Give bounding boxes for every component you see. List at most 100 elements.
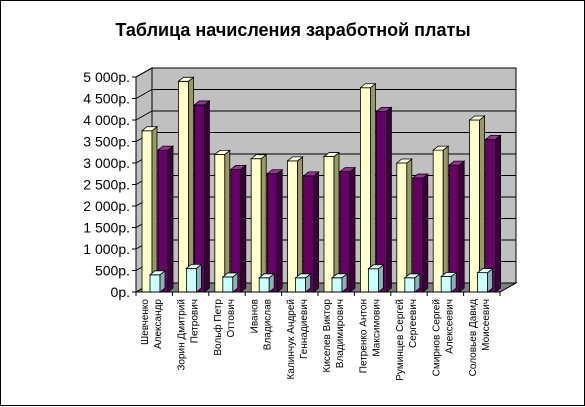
y-tick-label: 5 000p. (83, 69, 130, 85)
bar-side-face (422, 173, 429, 293)
bar-top-face (229, 165, 247, 170)
x-tick-label: Шевченко (140, 299, 151, 345)
bar-top-face (185, 263, 203, 269)
x-tick-label: Вольф Петр (212, 299, 224, 356)
bar (266, 168, 284, 293)
x-axis: Шевченко Александр Зорин Дмитрий Петрович Во… (135, 291, 501, 381)
bar-side-face (333, 151, 340, 293)
bar-top-face (403, 273, 421, 279)
y-tick-label: 3 500p. (83, 134, 130, 150)
bar-front-face (331, 277, 343, 293)
bar (148, 269, 167, 293)
x-tick-label: Александр (153, 299, 164, 349)
x-tick-label: Сергеевич (408, 299, 419, 348)
bar-front-face (258, 277, 270, 293)
x-tick-label: Оттович (226, 299, 237, 338)
bar-side-face (151, 125, 158, 293)
bar-front-face (193, 104, 205, 293)
bar-top-face (177, 76, 195, 82)
bar (193, 100, 211, 293)
x-tick-label: Петрович (190, 299, 201, 343)
bar-side-face (442, 145, 449, 293)
bar-top-face (484, 134, 502, 140)
bar-side-face (224, 149, 231, 293)
bar (330, 272, 349, 293)
bar-top-face (322, 152, 341, 157)
y-tick-label: 1 000p. (83, 241, 130, 257)
y-axis: 0p. 500p. 1 000p. 1 500p. 2 000p. 2 500p. 3 00… (83, 69, 137, 300)
gridline (135, 67, 516, 78)
bar-front-face (149, 274, 161, 293)
bar (185, 263, 203, 293)
bar (156, 145, 175, 293)
y-tick-label: 3 000p. (83, 155, 130, 171)
x-tick-label: Зорин Дмитрий (177, 299, 188, 371)
bar-top-face (221, 272, 239, 278)
bar (359, 82, 377, 293)
bar-front-face (477, 272, 489, 293)
bar (375, 106, 393, 293)
bar (432, 145, 450, 293)
bar (468, 115, 486, 293)
x-tick-label: Петренко Антон (359, 299, 370, 373)
bar-side-face (349, 166, 356, 293)
bar (411, 173, 429, 293)
x-tick-label: Соловьев Давид (468, 299, 479, 376)
bar-front-face (359, 87, 371, 293)
bar (367, 263, 385, 293)
bar-side-face (313, 171, 320, 293)
bar (229, 164, 247, 293)
bar-top-face (476, 268, 494, 274)
bar (395, 158, 413, 293)
bar (177, 76, 195, 293)
y-tick-label: 4 000p. (83, 112, 130, 128)
bar-front-face (469, 119, 481, 293)
bar (302, 171, 320, 293)
bar-top-face (367, 264, 385, 270)
bar-side-face (495, 134, 502, 293)
bar-front-face (214, 153, 226, 293)
bar-side-face (369, 82, 376, 293)
gridline (135, 110, 516, 121)
bar-top-face (448, 160, 466, 166)
bar-side-face (187, 76, 194, 293)
bar (476, 267, 494, 293)
bar (221, 272, 239, 293)
y-tick-label: 500p. (95, 263, 130, 279)
bar-front-face (367, 268, 379, 293)
bar-top-face (266, 169, 284, 175)
bar-side-face (458, 160, 465, 293)
bar-top-face (148, 270, 167, 276)
bar-top-face (411, 173, 429, 179)
bar-side-face (195, 263, 202, 293)
x-tick-label: Смирнов Сергей (431, 299, 442, 376)
bar-side-face (203, 100, 210, 293)
bar-side-face (260, 153, 267, 293)
bar (338, 166, 357, 293)
bar-side-face (240, 164, 247, 293)
x-tick-label: Геннадиевич (299, 299, 310, 359)
bar (322, 151, 341, 293)
bar-front-face (396, 162, 408, 293)
x-tick-label: Владислав (262, 299, 273, 350)
bar-top-face (250, 154, 268, 160)
bar-top-face (140, 126, 159, 132)
bar (258, 272, 276, 293)
bar-top-face (302, 171, 320, 177)
bar-side-face (406, 158, 413, 293)
bar-front-face (432, 149, 444, 293)
bar-front-face (222, 276, 234, 293)
bar-side-face (297, 156, 304, 293)
bar-top-face (286, 156, 304, 162)
bar (448, 160, 466, 293)
bar-front-face (177, 80, 189, 293)
bar (213, 149, 231, 293)
bar-front-face (141, 130, 153, 293)
bar-top-face (294, 273, 312, 279)
x-tick-label: Максимович (372, 299, 383, 357)
bar-front-face (185, 267, 197, 293)
bar-top-face (375, 107, 393, 112)
y-tick-label: 1 500p. (83, 220, 130, 236)
